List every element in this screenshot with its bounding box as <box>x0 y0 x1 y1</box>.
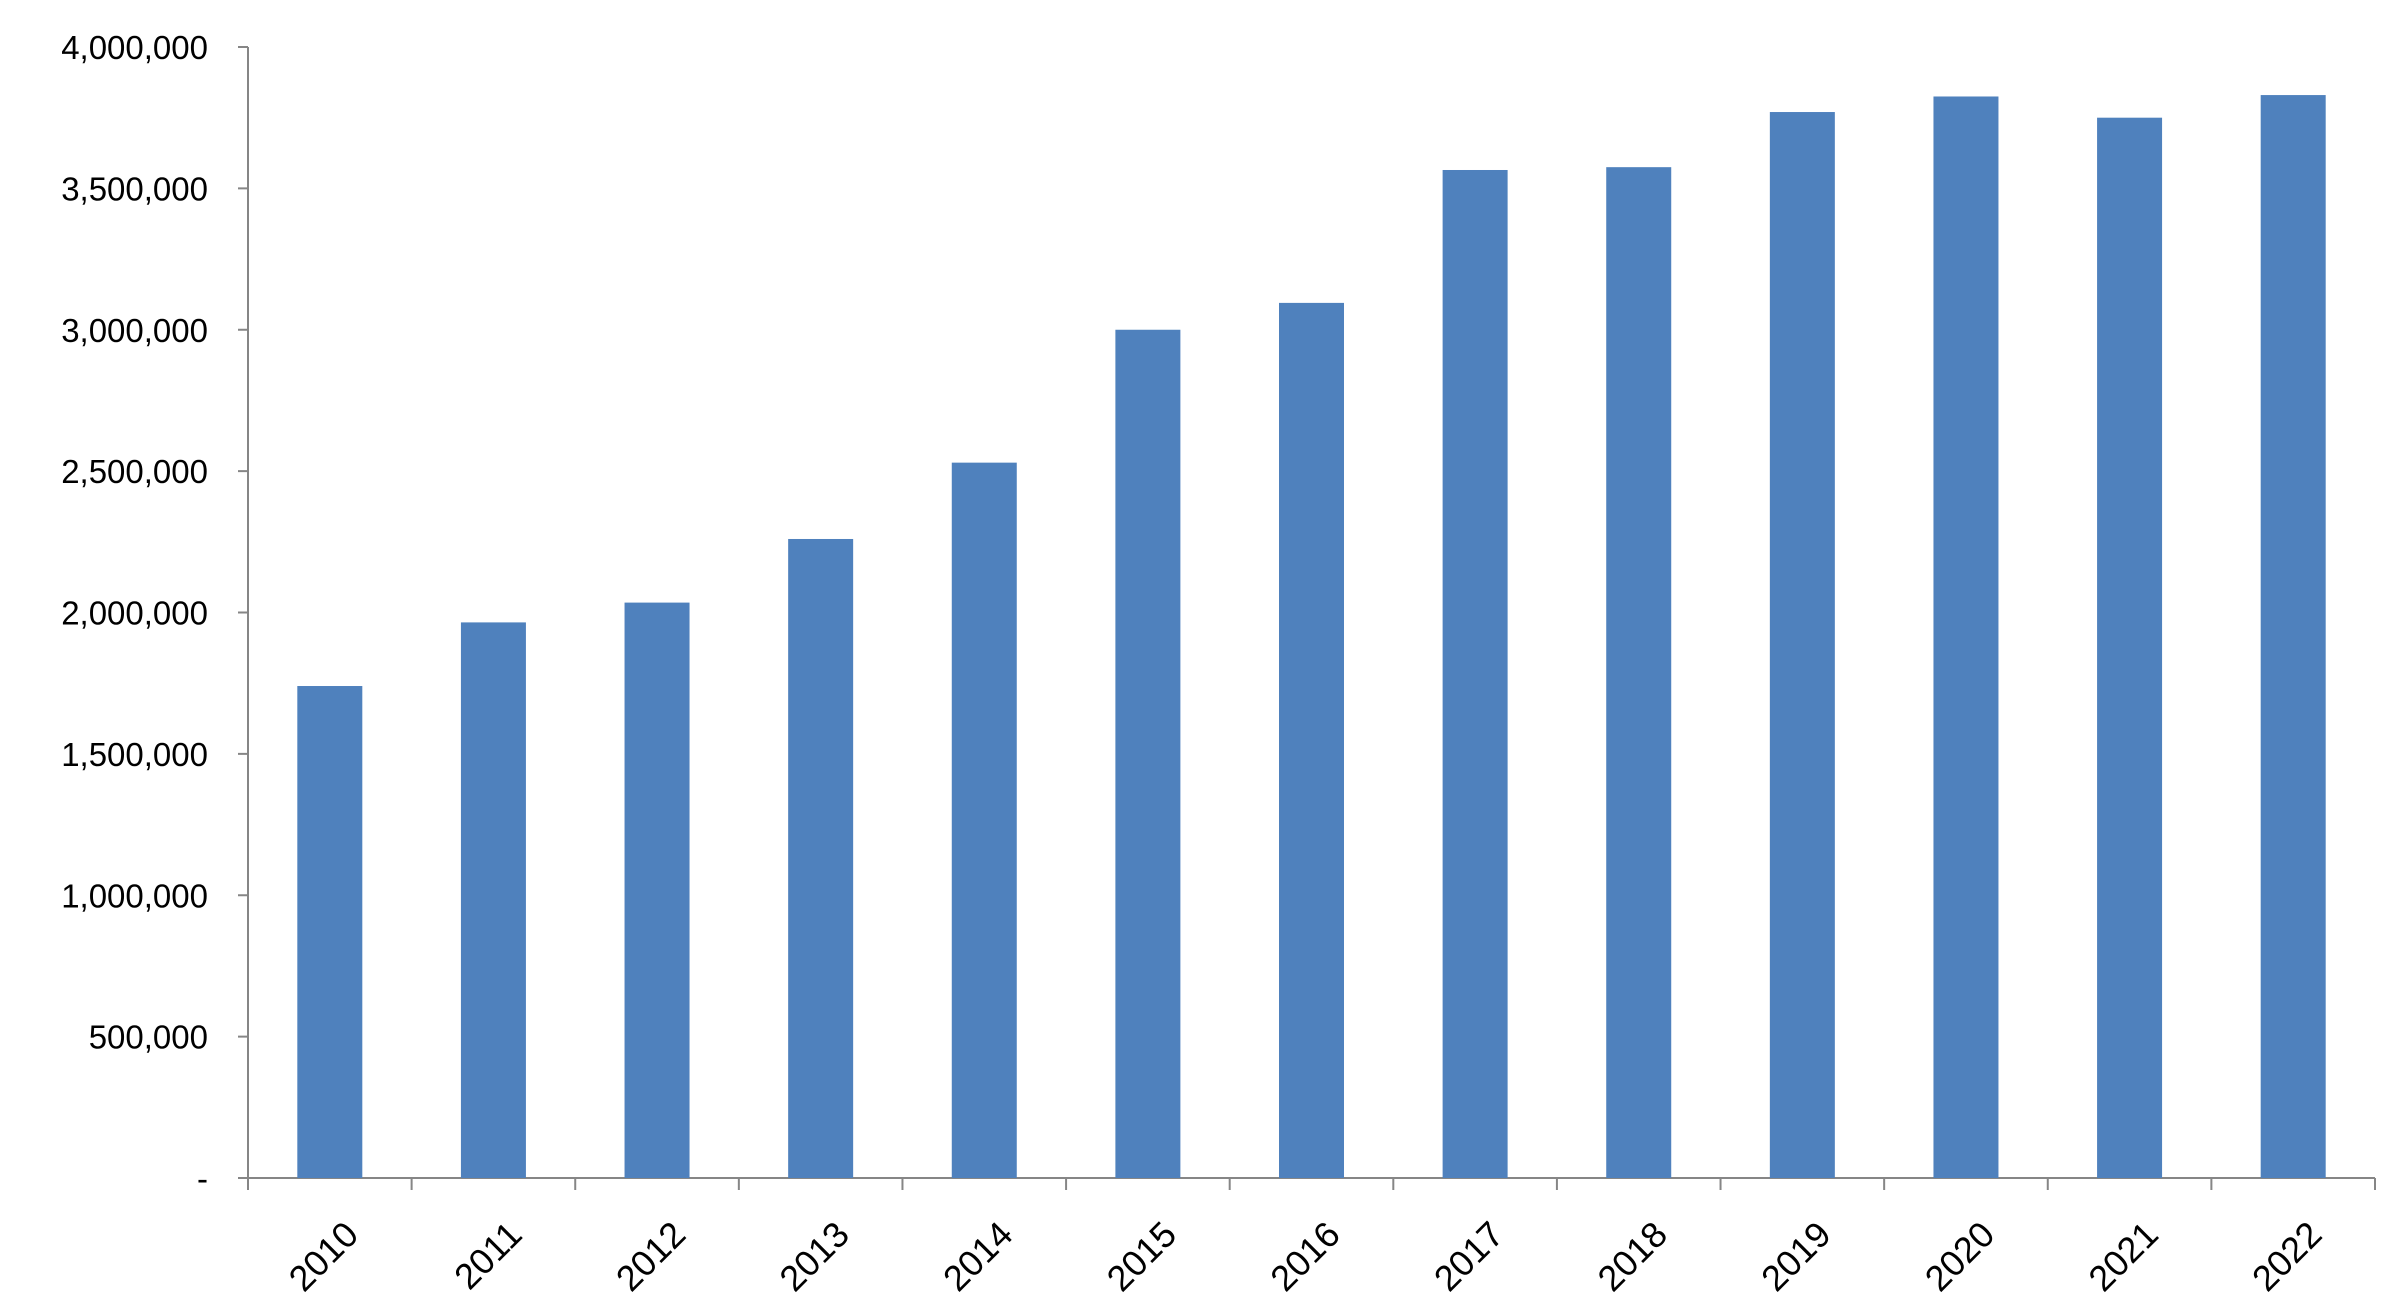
x-tick-label: 2014 <box>935 1213 1021 1299</box>
x-tick-label: 2021 <box>2080 1213 2166 1299</box>
y-tick-label: 3,000,000 <box>61 312 208 349</box>
bar <box>2260 95 2326 1178</box>
y-tick-label: 1,500,000 <box>61 736 208 773</box>
x-tick-label: 2013 <box>771 1213 857 1299</box>
x-tick-label: 2012 <box>608 1213 694 1299</box>
y-tick-label: 2,000,000 <box>61 595 208 632</box>
y-tick-label: 1,000,000 <box>61 877 208 914</box>
bar <box>1442 169 1508 1179</box>
bar <box>1933 96 1999 1179</box>
bar <box>1115 329 1181 1178</box>
x-tick-label: 2022 <box>2244 1213 2330 1299</box>
x-tick-label: 2020 <box>1917 1213 2003 1299</box>
bar <box>297 686 363 1178</box>
y-tick-label: 4,000,000 <box>61 29 208 66</box>
x-tick-label: 2016 <box>1262 1213 1348 1299</box>
bar <box>951 462 1017 1179</box>
x-tick-label: 2011 <box>446 1213 530 1297</box>
x-tick-label: 2010 <box>281 1213 367 1299</box>
y-tick-label: 2,500,000 <box>61 453 208 490</box>
x-tick-label: 2015 <box>1099 1213 1185 1299</box>
bar <box>788 538 854 1178</box>
x-tick-label: 2017 <box>1426 1213 1512 1299</box>
bar <box>1769 112 1835 1179</box>
y-tick-label: - <box>197 1160 208 1197</box>
y-tick-label: 3,500,000 <box>61 170 208 207</box>
bar <box>460 622 526 1178</box>
bar <box>2097 117 2163 1178</box>
x-tick-label: 2019 <box>1753 1213 1839 1299</box>
y-tick-label: 500,000 <box>89 1019 208 1056</box>
x-tick-label: 2018 <box>1589 1213 1675 1299</box>
bar <box>1606 167 1672 1178</box>
bar <box>624 602 690 1178</box>
bar <box>1279 302 1344 1178</box>
